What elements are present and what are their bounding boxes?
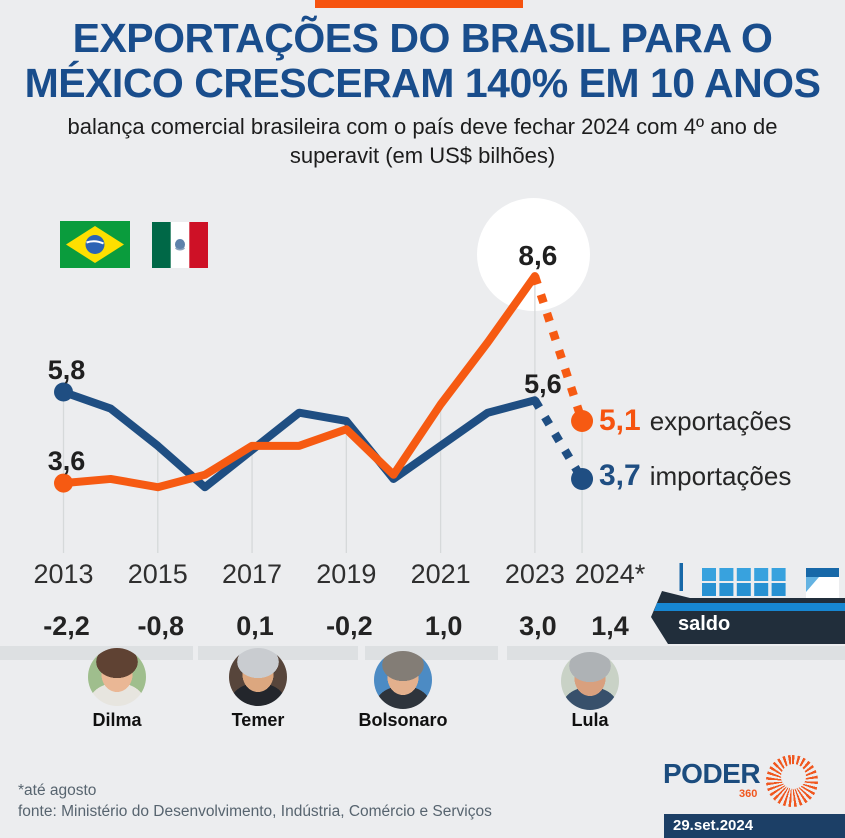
- exportacoes-line: [59, 272, 539, 492]
- subtitle-line-1: balança comercial brasileira com o país …: [67, 114, 778, 139]
- exportacoes-end-dot: [571, 409, 594, 432]
- title-line-2: MÉXICO CRESCERAM 140% EM 10 ANOS: [24, 60, 821, 106]
- x-tick-label-2021: 2021: [410, 559, 471, 589]
- importacoes-line: [59, 388, 539, 492]
- temer-photo: [229, 648, 287, 706]
- ship-containers: [702, 568, 786, 596]
- ship-stripe: [654, 603, 845, 611]
- saldo-value-2024: 1,4: [591, 611, 629, 641]
- bolsonaro-photo: [374, 651, 432, 709]
- footnote-note: *até agosto: [18, 782, 97, 799]
- exports-series-name: exportações: [649, 406, 792, 436]
- ship-cabin: [806, 568, 839, 598]
- poder360-sunburst-icon: [766, 755, 818, 807]
- x-tick-label-2013: 2013: [33, 559, 94, 589]
- footnote: *até agosto fonte: Ministério do Desenvol…: [18, 780, 492, 822]
- poder360-logo-360: 360: [739, 788, 758, 800]
- saldo-value-2015: -0,8: [137, 611, 185, 641]
- saldo-value-2023: 3,0: [519, 611, 557, 641]
- president-name-lula: Lula: [571, 710, 609, 730]
- cargo-ship-icon: [651, 563, 845, 644]
- x-tick-label-2024: 2024*: [574, 559, 646, 589]
- mexico-flag-icon: [152, 222, 208, 268]
- lula-photo: [561, 652, 619, 710]
- x-tick-label-2017: 2017: [222, 559, 283, 589]
- imports-end-label: 3,7 importações: [599, 459, 791, 493]
- imports-series-name: importações: [649, 461, 792, 491]
- importacoes-projection-line: [531, 398, 586, 482]
- accent-bar: [315, 0, 523, 8]
- value-label-imp-2013: 5,8: [47, 355, 86, 385]
- date-banner: 29.set.2024: [664, 814, 845, 838]
- dilma-photo: [88, 648, 146, 706]
- footnote-source: fonte: Ministério do Desenvolvimento, In…: [18, 803, 492, 820]
- poder360-logo-text: PODER: [663, 758, 761, 789]
- saldo-value-2021: 1,0: [424, 611, 463, 641]
- subtitle: balança comercial brasileira com o país …: [0, 112, 845, 170]
- page-title: EXPORTAÇÕES DO BRASIL PARA O MÉXICO CRESC…: [0, 16, 845, 106]
- saldo-value-2013: -2,2: [43, 611, 90, 641]
- exports-end-value: 5,1: [599, 404, 641, 437]
- x-tick-label-2015: 2015: [127, 559, 188, 589]
- x-tick-label-2019: 2019: [316, 559, 377, 589]
- x-tick-label-2023: 2023: [504, 559, 565, 589]
- president-name-dilma: Dilma: [92, 710, 142, 730]
- term-band-lula: [507, 646, 845, 660]
- saldo-value-2019: -0,2: [326, 611, 373, 641]
- exportacoes-start-dot: [54, 473, 73, 493]
- value-label-imp-2023: 5,6: [524, 369, 562, 400]
- saldo-ship-label: saldo: [678, 613, 731, 635]
- value-label-exp-2023: 8,6: [518, 240, 558, 272]
- saldo-value-2017: 0,1: [236, 611, 274, 641]
- title-line-1: EXPORTAÇÕES DO BRASIL PARA O: [72, 15, 773, 61]
- president-name-bolsonaro: Bolsonaro: [358, 710, 448, 730]
- imports-end-value: 3,7: [599, 459, 641, 492]
- term-band-dilma: [0, 646, 193, 660]
- publication-date: 29.set.2024: [673, 817, 754, 834]
- value-label-exp-2013: 3,6: [47, 446, 86, 477]
- president-name-temer: Temer: [231, 710, 285, 730]
- exports-end-label: 5,1 exportações: [599, 404, 791, 438]
- importacoes-end-dot: [571, 467, 594, 490]
- brazil-flag-icon: [60, 221, 130, 268]
- importacoes-start-dot: [54, 382, 73, 402]
- subtitle-line-2: superavit (em US$ bilhões): [289, 143, 556, 168]
